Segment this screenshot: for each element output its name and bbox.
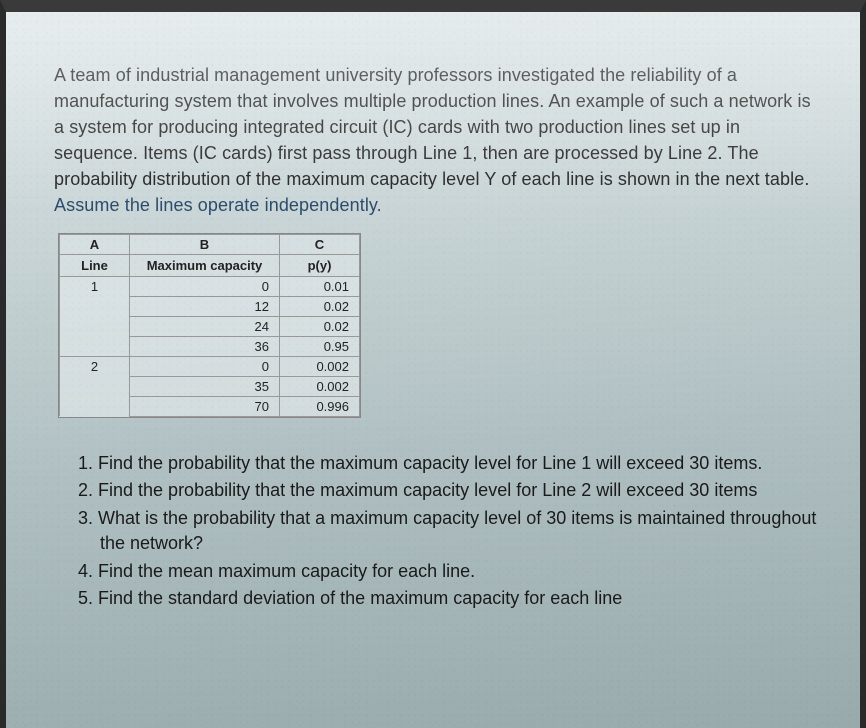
table-row: 36 0.95: [60, 336, 360, 356]
table-row: 70 0.996: [60, 396, 360, 416]
intro-emphasis: Assume the lines operate independently.: [54, 195, 382, 215]
cell-line: [60, 296, 130, 316]
header-probability: p(y): [280, 254, 360, 276]
problem-statement: A team of industrial management universi…: [54, 62, 820, 219]
cell-capacity: 0: [130, 356, 280, 376]
cell-probability: 0.002: [280, 376, 360, 396]
table-row: 2 0 0.002: [60, 356, 360, 376]
cell-capacity: 70: [130, 396, 280, 416]
cell-probability: 0.02: [280, 296, 360, 316]
table-row: 24 0.02: [60, 316, 360, 336]
question-2: 2. Find the probability that the maximum…: [78, 478, 820, 504]
cell-line: 1: [60, 276, 130, 296]
cell-probability: 0.02: [280, 316, 360, 336]
document-page: A team of industrial management universi…: [6, 12, 860, 728]
data-table: A B C Line Maximum capacity p(y) 1 0 0.0…: [59, 234, 360, 417]
intro-text: A team of industrial management universi…: [54, 65, 811, 189]
cell-line: [60, 336, 130, 356]
col-letter-a: A: [60, 234, 130, 254]
header-line: Line: [60, 254, 130, 276]
cell-line: [60, 396, 130, 416]
question-list: 1. Find the probability that the maximum…: [54, 451, 820, 612]
probability-table: A B C Line Maximum capacity p(y) 1 0 0.0…: [58, 233, 361, 418]
question-4: 4. Find the mean maximum capacity for ea…: [78, 559, 820, 585]
column-letters-row: A B C: [60, 234, 360, 254]
cell-capacity: 36: [130, 336, 280, 356]
col-letter-b: B: [130, 234, 280, 254]
question-5: 5. Find the standard deviation of the ma…: [78, 586, 820, 612]
question-1: 1. Find the probability that the maximum…: [78, 451, 820, 477]
cell-capacity: 35: [130, 376, 280, 396]
cell-capacity: 12: [130, 296, 280, 316]
header-row: Line Maximum capacity p(y): [60, 254, 360, 276]
cell-line: [60, 316, 130, 336]
cell-probability: 0.996: [280, 396, 360, 416]
header-capacity: Maximum capacity: [130, 254, 280, 276]
table-row: 12 0.02: [60, 296, 360, 316]
cell-line: [60, 376, 130, 396]
cell-line: 2: [60, 356, 130, 376]
col-letter-c: C: [280, 234, 360, 254]
cell-capacity: 0: [130, 276, 280, 296]
cell-probability: 0.002: [280, 356, 360, 376]
cell-probability: 0.95: [280, 336, 360, 356]
table-row: 1 0 0.01: [60, 276, 360, 296]
question-3: 3. What is the probability that a maximu…: [78, 506, 820, 557]
cell-capacity: 24: [130, 316, 280, 336]
cell-probability: 0.01: [280, 276, 360, 296]
table-row: 35 0.002: [60, 376, 360, 396]
